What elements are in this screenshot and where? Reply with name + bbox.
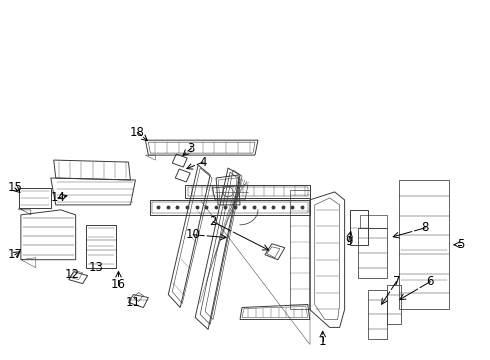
Text: 7: 7 (392, 275, 400, 288)
Text: 10: 10 (186, 228, 200, 241)
Text: 17: 17 (7, 248, 23, 261)
Text: 1: 1 (319, 335, 326, 348)
Text: 3: 3 (188, 141, 195, 155)
Text: 8: 8 (421, 221, 429, 234)
Text: 4: 4 (199, 156, 207, 168)
Text: 18: 18 (130, 126, 145, 139)
Text: 13: 13 (89, 261, 104, 274)
Text: 12: 12 (65, 268, 80, 281)
Text: 11: 11 (126, 296, 141, 309)
Text: 6: 6 (426, 275, 434, 288)
Text: 15: 15 (7, 181, 23, 194)
Text: 2: 2 (209, 215, 217, 228)
Text: 5: 5 (458, 238, 465, 251)
Text: 9: 9 (345, 235, 352, 248)
Text: 16: 16 (111, 278, 126, 291)
Text: 14: 14 (50, 192, 65, 204)
